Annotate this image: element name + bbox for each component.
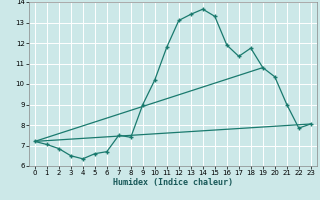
X-axis label: Humidex (Indice chaleur): Humidex (Indice chaleur): [113, 178, 233, 187]
